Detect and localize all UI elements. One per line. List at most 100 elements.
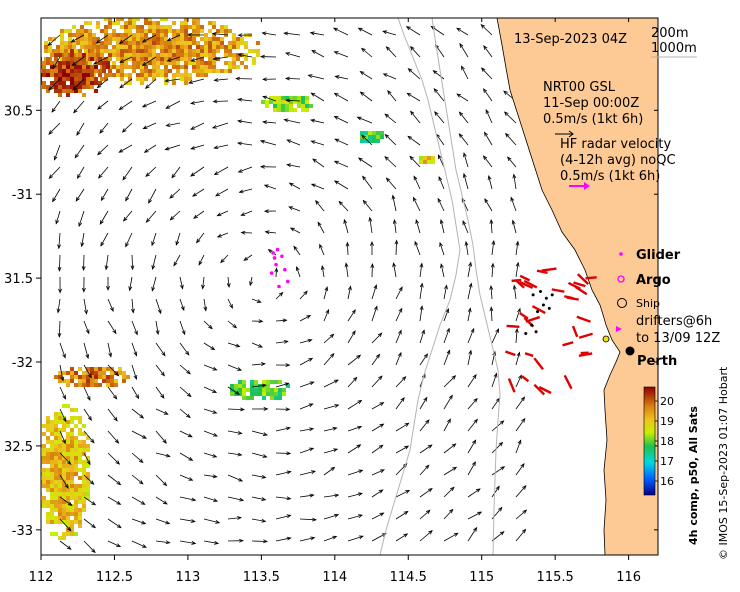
current-arrow: [459, 42, 469, 58]
sst-pixel: [216, 37, 220, 41]
sst-pixel: [184, 61, 188, 65]
hf-vector: [576, 315, 591, 323]
current-arrow: [361, 134, 373, 146]
sst-pixel: [74, 65, 78, 69]
model-scale-arrow: [555, 130, 574, 138]
sst-pixel: [46, 480, 50, 484]
sst-pixel: [192, 25, 196, 29]
sst-pixel: [196, 65, 200, 69]
sst-pixel: [248, 49, 252, 53]
sst-pixel: [86, 460, 90, 464]
current-arrow: [458, 111, 469, 124]
current-arrow: [251, 539, 269, 544]
current-arrow: [392, 262, 397, 278]
sst-pixel: [100, 41, 104, 45]
sst-pixel: [70, 448, 74, 452]
sst-pixel: [58, 492, 62, 496]
sst-pixel: [42, 452, 46, 456]
current-arrow: [347, 285, 352, 300]
sst-pixel: [100, 45, 104, 49]
sst-pixel: [110, 383, 114, 387]
current-arrow: [458, 133, 469, 146]
current-arrow: [443, 327, 450, 344]
hf-vector: [585, 276, 597, 280]
sst-pixel: [228, 49, 232, 53]
current-arrow: [151, 276, 157, 292]
current-arrow: [334, 138, 349, 146]
y-tick-label: -32: [12, 356, 33, 371]
sst-pixel: [58, 416, 62, 420]
current-arrow: [275, 514, 292, 520]
current-arrow: [334, 75, 349, 80]
sst-pixel: [144, 77, 148, 81]
sst-pixel: [102, 69, 106, 73]
hf-vector: [576, 273, 590, 285]
sst-pixel: [62, 472, 66, 476]
sst-pixel: [88, 37, 92, 41]
sst-pixel: [148, 69, 152, 73]
sst-pixel: [78, 428, 82, 432]
sst-pixel: [152, 69, 156, 73]
sst-pixel: [196, 41, 200, 45]
sst-pixel: [58, 436, 62, 440]
sst-pixel: [54, 468, 58, 472]
current-arrow: [179, 320, 186, 336]
sst-pixel: [94, 367, 98, 371]
current-arrow: [419, 262, 424, 278]
sst-pixel: [58, 412, 62, 416]
sst-pixel: [80, 25, 84, 29]
sst-pixel: [70, 480, 74, 484]
sst-pixel: [128, 41, 132, 45]
current-arrow: [307, 74, 325, 80]
current-arrow: [443, 284, 448, 300]
sst-pixel: [232, 37, 236, 41]
sst-pixel: [46, 448, 50, 452]
sst-pixel: [176, 53, 180, 57]
current-arrow: [155, 298, 162, 315]
sst-pixel: [236, 45, 240, 49]
sst-pixel: [152, 73, 156, 77]
sst-pixel: [84, 29, 88, 33]
sst-pixel: [62, 500, 66, 504]
sst-pixel: [54, 464, 58, 468]
current-arrow: [251, 496, 267, 501]
sst-pixel: [106, 61, 110, 65]
current-arrow: [47, 34, 61, 47]
sst-pixel: [78, 520, 82, 524]
sst-pixel: [70, 379, 74, 383]
sst-pixel: [250, 388, 254, 392]
sst-pixel: [152, 21, 156, 25]
sst-pixel: [305, 104, 309, 108]
sst-pixel: [234, 388, 238, 392]
contour-200m: [431, 18, 501, 555]
sst-pixel: [82, 492, 86, 496]
sst-pixel: [132, 18, 136, 21]
sst-pixel: [90, 57, 94, 61]
current-arrow: [462, 220, 469, 234]
sst-pixel: [42, 432, 46, 436]
current-arrow: [251, 383, 267, 388]
sst-pixel: [96, 49, 100, 53]
current-arrow: [56, 298, 61, 314]
sst-pixel: [144, 37, 148, 41]
sst-pixel: [168, 29, 172, 33]
current-arrow: [315, 199, 325, 212]
sst-pixel: [172, 21, 176, 25]
current-arrow: [333, 180, 349, 190]
sst-pixel: [66, 524, 70, 528]
y-tick-label: -33: [12, 524, 33, 539]
current-arrow: [299, 403, 314, 410]
sst-pixel: [200, 25, 204, 29]
current-arrow: [118, 100, 133, 111]
sst-pixel: [50, 504, 54, 508]
current-arrow: [179, 408, 191, 419]
current-arrow: [74, 144, 85, 159]
sst-pixel: [419, 160, 423, 164]
sst-pixel: [278, 396, 282, 400]
sst-pixel: [196, 18, 200, 21]
sst-pixel: [54, 492, 58, 496]
sst-pixel: [265, 104, 269, 108]
current-arrow: [347, 535, 364, 542]
sst-pixel: [140, 69, 144, 73]
current-arrow: [165, 100, 181, 109]
